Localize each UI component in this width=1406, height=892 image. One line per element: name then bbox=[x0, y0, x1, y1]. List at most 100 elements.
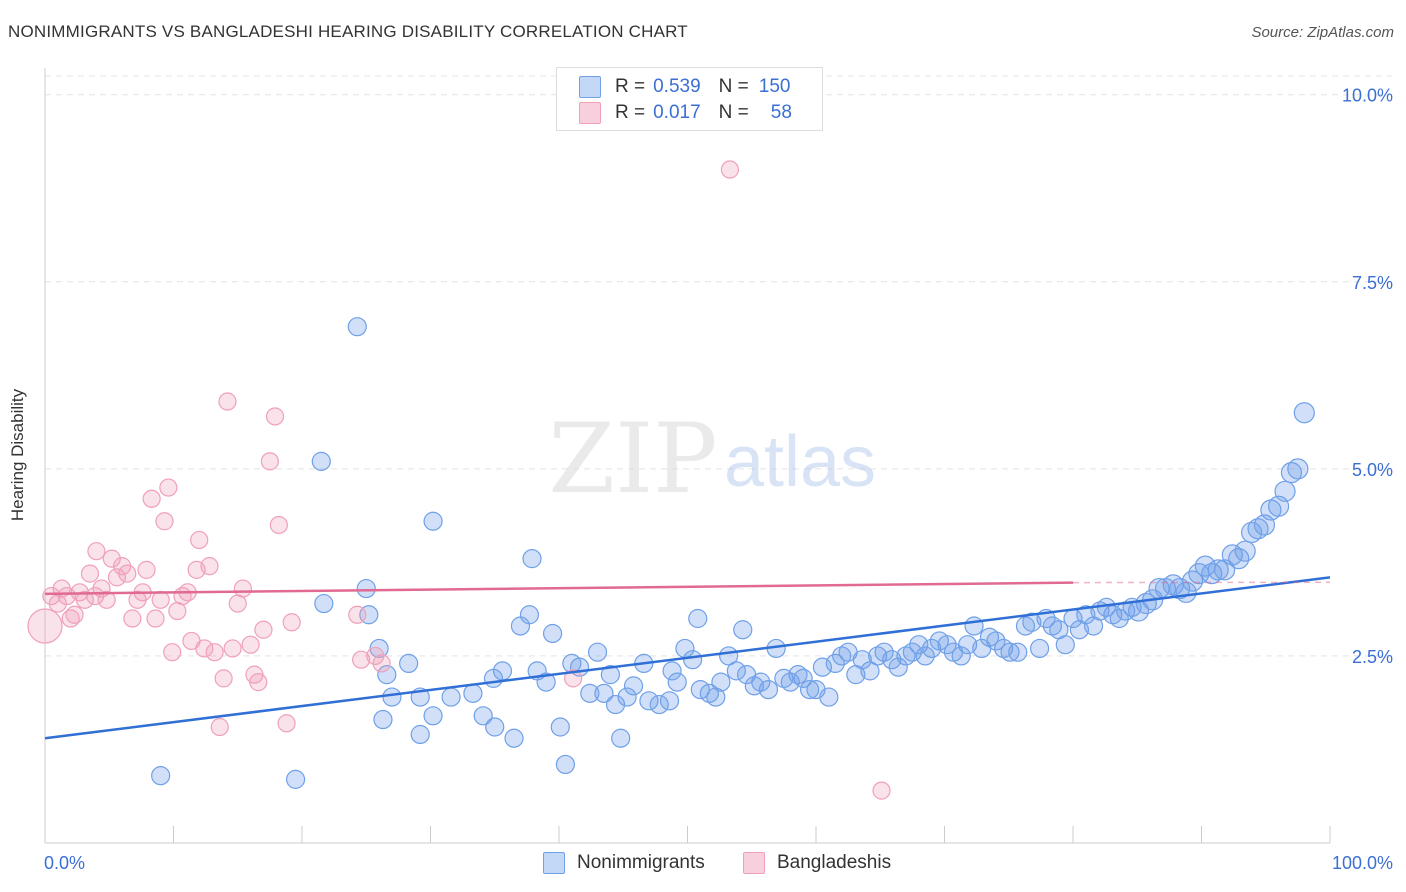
data-point-nonimmigrants bbox=[617, 687, 637, 707]
data-point-bangladeshis bbox=[155, 512, 174, 531]
data-point-nonimmigrants bbox=[1287, 458, 1309, 480]
data-point-bangladeshis bbox=[720, 160, 740, 179]
data-point-nonimmigrants bbox=[937, 635, 957, 655]
data-point-nonimmigrants bbox=[519, 605, 540, 625]
data-point-nonimmigrants bbox=[587, 642, 608, 662]
data-point-bangladeshis bbox=[366, 646, 385, 666]
data-point-nonimmigrants bbox=[314, 593, 334, 614]
data-point-nonimmigrants bbox=[356, 578, 376, 599]
data-point-bangladeshis bbox=[27, 608, 63, 644]
data-point-bangladeshis bbox=[137, 560, 156, 579]
data-point-nonimmigrants bbox=[726, 661, 746, 681]
data-point-nonimmigrants bbox=[1207, 559, 1229, 581]
data-point-bangladeshis bbox=[260, 452, 279, 471]
data-point-bangladeshis bbox=[265, 407, 285, 426]
data-point-bangladeshis bbox=[372, 654, 391, 673]
trend-lines bbox=[44, 576, 1331, 740]
data-point-nonimmigrants bbox=[706, 687, 726, 707]
data-point-nonimmigrants bbox=[623, 676, 644, 696]
data-point-nonimmigrants bbox=[659, 691, 680, 711]
data-point-bangladeshis bbox=[42, 586, 61, 606]
data-point-nonimmigrants bbox=[667, 672, 687, 692]
data-point-nonimmigrants bbox=[793, 668, 813, 688]
data-point-bangladeshis bbox=[102, 549, 121, 568]
data-point-bangladeshis bbox=[205, 643, 224, 662]
data-point-bangladeshis bbox=[190, 530, 209, 550]
data-point-nonimmigrants bbox=[1221, 544, 1243, 566]
y-tick-label: 7.5% bbox=[1352, 273, 1393, 293]
data-point-nonimmigrants bbox=[536, 672, 556, 692]
legend-r-value: 0.017 bbox=[653, 102, 701, 123]
legend-swatch-bangladeshis bbox=[579, 102, 601, 124]
watermark-zip: ZIP bbox=[548, 403, 717, 515]
bottom-legend-swatch-bangladeshis bbox=[743, 852, 765, 874]
data-point-nonimmigrants bbox=[964, 616, 984, 636]
data-point-nonimmigrants bbox=[423, 511, 443, 531]
data-point-nonimmigrants bbox=[423, 706, 443, 726]
data-point-nonimmigrants bbox=[542, 623, 563, 644]
data-point-bangladeshis bbox=[200, 557, 219, 576]
data-point-nonimmigrants bbox=[922, 638, 942, 659]
data-point-nonimmigrants bbox=[1234, 540, 1256, 562]
data-point-nonimmigrants bbox=[485, 717, 505, 737]
data-point-nonimmigrants bbox=[550, 717, 570, 737]
legend-n-label: N = bbox=[718, 102, 749, 123]
data-point-bangladeshis bbox=[282, 613, 301, 632]
data-point-nonimmigrants bbox=[819, 687, 839, 707]
x-tick-label: 0.0% bbox=[44, 853, 85, 873]
data-point-nonimmigrants bbox=[347, 317, 367, 337]
bottom-legend-swatch-nonimmigrants bbox=[543, 852, 565, 874]
data-point-nonimmigrants bbox=[986, 631, 1006, 651]
data-point-bangladeshis bbox=[146, 609, 165, 628]
data-point-nonimmigrants bbox=[909, 635, 929, 655]
axes bbox=[44, 68, 1331, 844]
data-point-bangladeshis bbox=[218, 392, 237, 411]
data-point-nonimmigrants bbox=[799, 679, 820, 700]
data-point-nonimmigrants bbox=[688, 608, 708, 629]
y-tick-label: 10.0% bbox=[1342, 86, 1393, 106]
data-point-nonimmigrants bbox=[1274, 480, 1296, 502]
data-point-nonimmigrants bbox=[1241, 521, 1263, 544]
data-point-nonimmigrants bbox=[1022, 612, 1042, 632]
data-point-nonimmigrants bbox=[958, 635, 978, 655]
legend-n-value: 58 bbox=[770, 102, 792, 123]
data-point-nonimmigrants bbox=[1008, 642, 1028, 662]
data-point-nonimmigrants bbox=[888, 657, 908, 677]
data-point-nonimmigrants bbox=[1201, 563, 1223, 585]
data-point-bangladeshis bbox=[195, 639, 214, 658]
data-point-nonimmigrants bbox=[902, 642, 922, 662]
data-point-bangladeshis bbox=[142, 489, 161, 508]
watermark-atlas: atlas bbox=[724, 422, 876, 502]
legend-r-label: R = bbox=[615, 76, 646, 97]
data-point-nonimmigrants bbox=[1293, 402, 1315, 424]
legend-r-label: R = bbox=[615, 102, 646, 123]
data-point-nonimmigrants bbox=[410, 724, 430, 745]
data-point-nonimmigrants bbox=[711, 672, 731, 692]
watermark: ZIP atlas bbox=[548, 403, 876, 515]
data-point-bangladeshis bbox=[163, 643, 182, 662]
chart-title: NONIMMIGRANTS VS BANGLADESHI HEARING DIS… bbox=[8, 22, 688, 41]
data-point-nonimmigrants bbox=[788, 665, 808, 685]
data-point-nonimmigrants bbox=[852, 650, 872, 670]
data-point-bangladeshis bbox=[97, 590, 116, 609]
data-point-nonimmigrants bbox=[473, 706, 493, 726]
data-point-nonimmigrants bbox=[882, 650, 902, 670]
data-point-bangladeshis bbox=[872, 781, 891, 800]
legend-row-nonimmigrants: R = 0.539 N = 150 bbox=[579, 75, 790, 99]
data-point-nonimmigrants bbox=[683, 650, 703, 670]
data-point-bangladeshis bbox=[352, 650, 371, 669]
data-point-nonimmigrants bbox=[751, 672, 771, 692]
data-point-nonimmigrants bbox=[860, 661, 880, 681]
data-point-nonimmigrants bbox=[522, 549, 542, 569]
bottom-legend-label: Bangladeshis bbox=[777, 852, 892, 873]
data-point-bangladeshis bbox=[214, 669, 233, 688]
data-point-bangladeshis bbox=[151, 590, 170, 609]
bangladeshis-points bbox=[27, 160, 891, 800]
data-point-bangladeshis bbox=[269, 515, 288, 535]
data-point-bangladeshis bbox=[254, 620, 273, 639]
data-point-bangladeshis bbox=[564, 669, 583, 688]
data-point-nonimmigrants bbox=[758, 679, 779, 700]
data-point-bangladeshis bbox=[65, 605, 84, 624]
data-point-nonimmigrants bbox=[1055, 635, 1075, 655]
